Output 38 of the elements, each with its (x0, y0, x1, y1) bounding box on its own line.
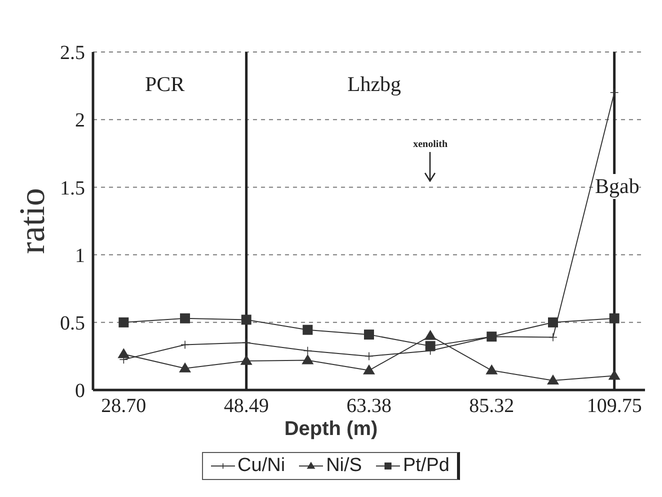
y-tick-label: 2.5 (60, 42, 85, 64)
legend-label: Ni/S (326, 455, 362, 477)
point (609, 313, 620, 324)
point (425, 341, 436, 352)
annotation: xenolith (412, 138, 449, 150)
point (486, 364, 498, 374)
point (486, 332, 497, 342)
x-tick-label: 109.75 (586, 395, 642, 418)
point (241, 314, 252, 325)
point (118, 317, 129, 328)
annotation: PCR (145, 72, 185, 97)
point (547, 374, 559, 385)
x-tick-label: 28.70 (101, 395, 146, 418)
y-tick-label: 1 (75, 244, 85, 267)
x-tick-label: 63.38 (346, 395, 392, 418)
point (608, 370, 620, 380)
x-axis-title: Depth (m) (283, 418, 379, 441)
legend-label: Pt/Pd (402, 455, 450, 477)
legend-label: Cu/Ni (238, 455, 286, 477)
point (424, 330, 436, 340)
point (302, 354, 314, 364)
point (179, 362, 191, 372)
point (118, 348, 130, 358)
x-tick-label: 48.49 (224, 395, 269, 418)
y-tick-label: 1.5 (60, 177, 85, 200)
point (363, 364, 375, 374)
point (548, 317, 558, 328)
y-tick-label: 0 (75, 380, 85, 402)
annotation: Lhzbg (347, 72, 402, 97)
point (180, 313, 190, 324)
x-tick-label: 85.32 (469, 395, 514, 418)
point (364, 330, 374, 340)
point (302, 324, 313, 335)
y-tick-label: 2 (75, 110, 85, 132)
y-axis-title: ratio (11, 188, 53, 254)
y-tick-label: 0.5 (60, 312, 85, 334)
annotation: Bgab (595, 174, 640, 200)
point (240, 354, 252, 365)
